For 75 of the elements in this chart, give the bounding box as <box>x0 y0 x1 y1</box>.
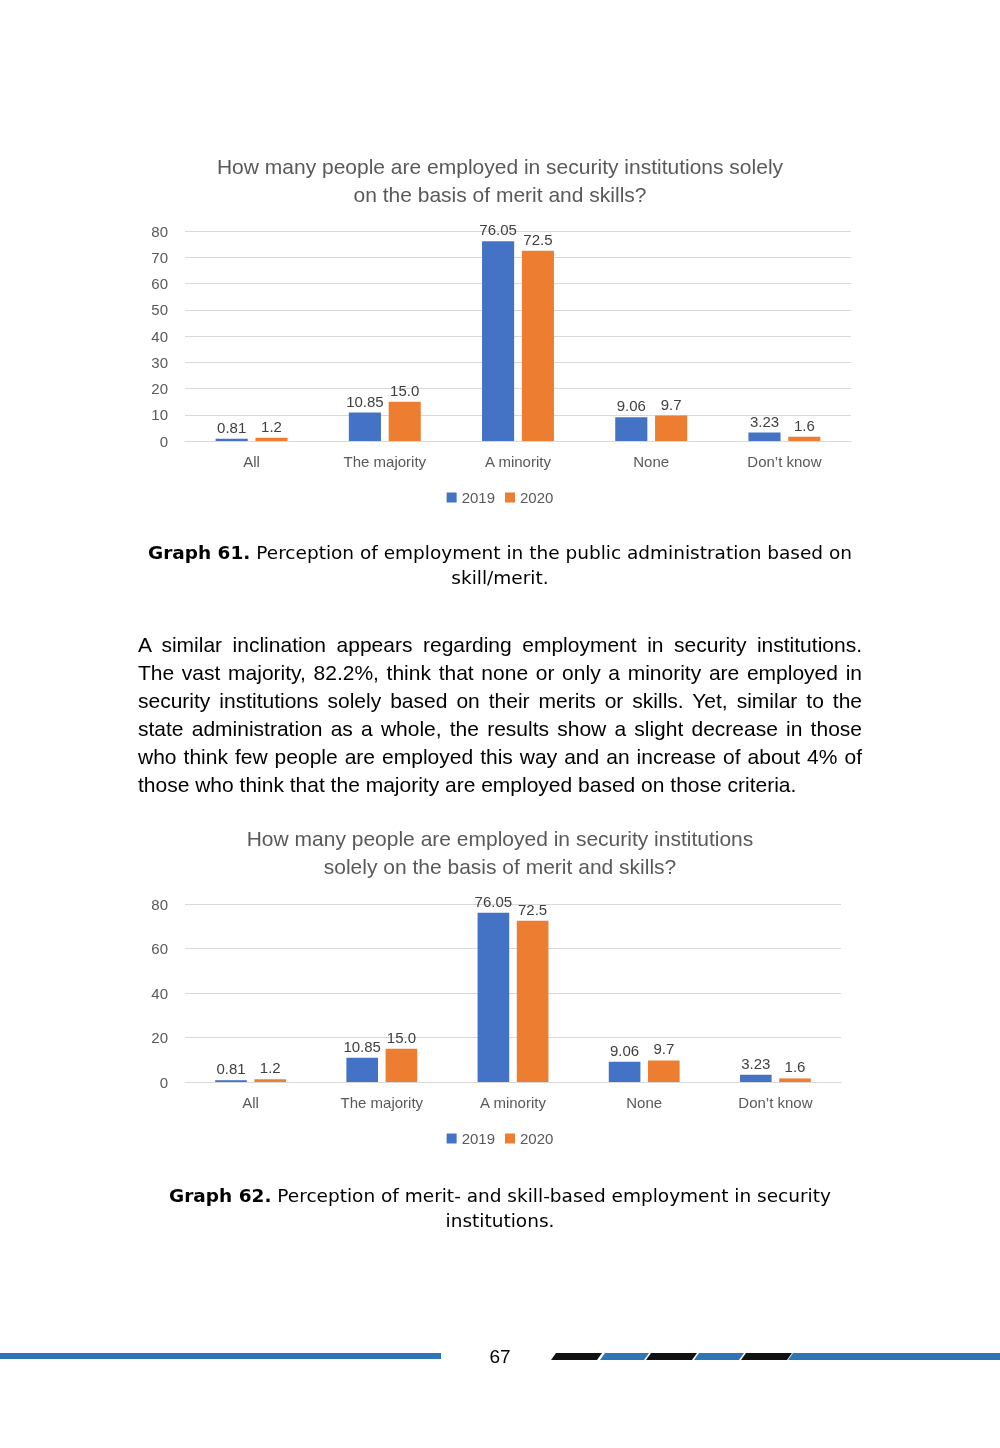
legend-label: 2019 <box>461 489 496 506</box>
data-label: 3.23 <box>741 1054 771 1072</box>
data-label: 10.85 <box>346 392 384 410</box>
bar <box>388 401 421 441</box>
y-tick-label: 20 <box>151 1029 168 1046</box>
bar <box>385 1048 418 1082</box>
text: A similar inclination appears regarding employment in security institutions. The vast majority, 82.2%, think that none or only a minority are employed in security institutions solely based on their merits or skills. Yet, similar to the state administration as a whole, the results show a slight decrease in those who think few people are employed this way and an increase of about 4% of those who think that the majority are employed based on those criteria. <box>138 632 862 798</box>
x-tick-label: Don’t know <box>747 453 822 470</box>
y-tick-label: 0 <box>159 432 168 450</box>
chart-title: How many people are employed in security institutions solely on the basis of merit and skills? <box>245 826 755 880</box>
bar <box>608 1061 641 1082</box>
bar <box>788 436 821 441</box>
y-tick-label: 0 <box>159 1073 168 1091</box>
data-label: 72.5 <box>518 900 548 918</box>
bar <box>739 1074 772 1082</box>
y-tick-label: 50 <box>151 301 168 319</box>
data-label: 1.6 <box>793 416 815 434</box>
data-label: 9.7 <box>660 395 682 413</box>
y-tick-label: 40 <box>151 327 168 345</box>
data-label: 76.05 <box>474 892 513 910</box>
data-label: 1.2 <box>259 1059 281 1077</box>
text: Perception of merit- and skill-based employment in security institutions. <box>277 1185 831 1231</box>
bar <box>748 432 781 441</box>
legend-label: 2020 <box>520 489 554 506</box>
data-label: 76.05 <box>479 221 517 239</box>
text: 67 <box>488 1345 512 1369</box>
data-label: 0.81 <box>217 418 247 436</box>
y-tick-label: 40 <box>151 984 168 1002</box>
y-tick-label: 20 <box>151 380 168 397</box>
y-tick-label: 60 <box>151 275 168 292</box>
y-tick-label: 60 <box>151 940 168 957</box>
bar <box>254 1079 287 1082</box>
data-label: 0.81 <box>216 1060 246 1078</box>
bar <box>482 241 515 441</box>
y-tick-label: 80 <box>151 895 168 913</box>
data-label: 15.0 <box>386 1028 417 1046</box>
chart-title: How many people are employed in security institutions solely on the basis of merit and skills? <box>215 154 785 208</box>
bar <box>215 438 248 441</box>
y-tick-label: 70 <box>151 248 168 266</box>
data-label: 3.23 <box>749 412 780 430</box>
bar <box>348 412 381 441</box>
bar <box>516 920 549 1082</box>
bar <box>779 1078 811 1082</box>
data-label: 15.0 <box>390 381 420 399</box>
bar <box>255 437 288 441</box>
data-label: 1.6 <box>784 1058 806 1076</box>
data-label: 9.06 <box>609 1041 640 1059</box>
x-tick-label: The majority <box>340 1094 424 1111</box>
bar <box>521 250 554 441</box>
data-label: 1.2 <box>261 417 282 435</box>
x-tick-label: All <box>243 453 260 470</box>
y-tick-label: 10 <box>151 406 168 424</box>
x-tick-label: All <box>242 1094 259 1111</box>
y-tick-label: 30 <box>151 353 168 371</box>
caption: Graph 62. <box>169 1185 272 1206</box>
bar <box>648 1060 680 1082</box>
bar <box>655 415 688 441</box>
x-tick-label: A minority <box>485 453 552 470</box>
data-label: 9.7 <box>653 1040 675 1058</box>
bar <box>346 1057 378 1082</box>
x-tick-label: A minority <box>480 1094 547 1111</box>
text: Perception of employment in the public administration based on skill/merit. <box>256 542 853 588</box>
bar <box>615 417 648 441</box>
x-tick-label: The majority <box>343 453 427 470</box>
legend-label: 2020 <box>520 1130 554 1147</box>
caption: Graph 61. <box>147 542 251 563</box>
x-tick-label: None <box>626 1094 663 1111</box>
data-label: 10.85 <box>343 1037 381 1055</box>
data-label: 72.5 <box>523 230 553 248</box>
x-tick-label: None <box>633 453 670 470</box>
y-tick-label: 80 <box>151 222 168 240</box>
x-tick-label: Don’t know <box>738 1094 813 1111</box>
bar <box>477 912 510 1082</box>
legend-label: 2019 <box>461 1130 496 1147</box>
data-label: 9.06 <box>616 397 646 415</box>
